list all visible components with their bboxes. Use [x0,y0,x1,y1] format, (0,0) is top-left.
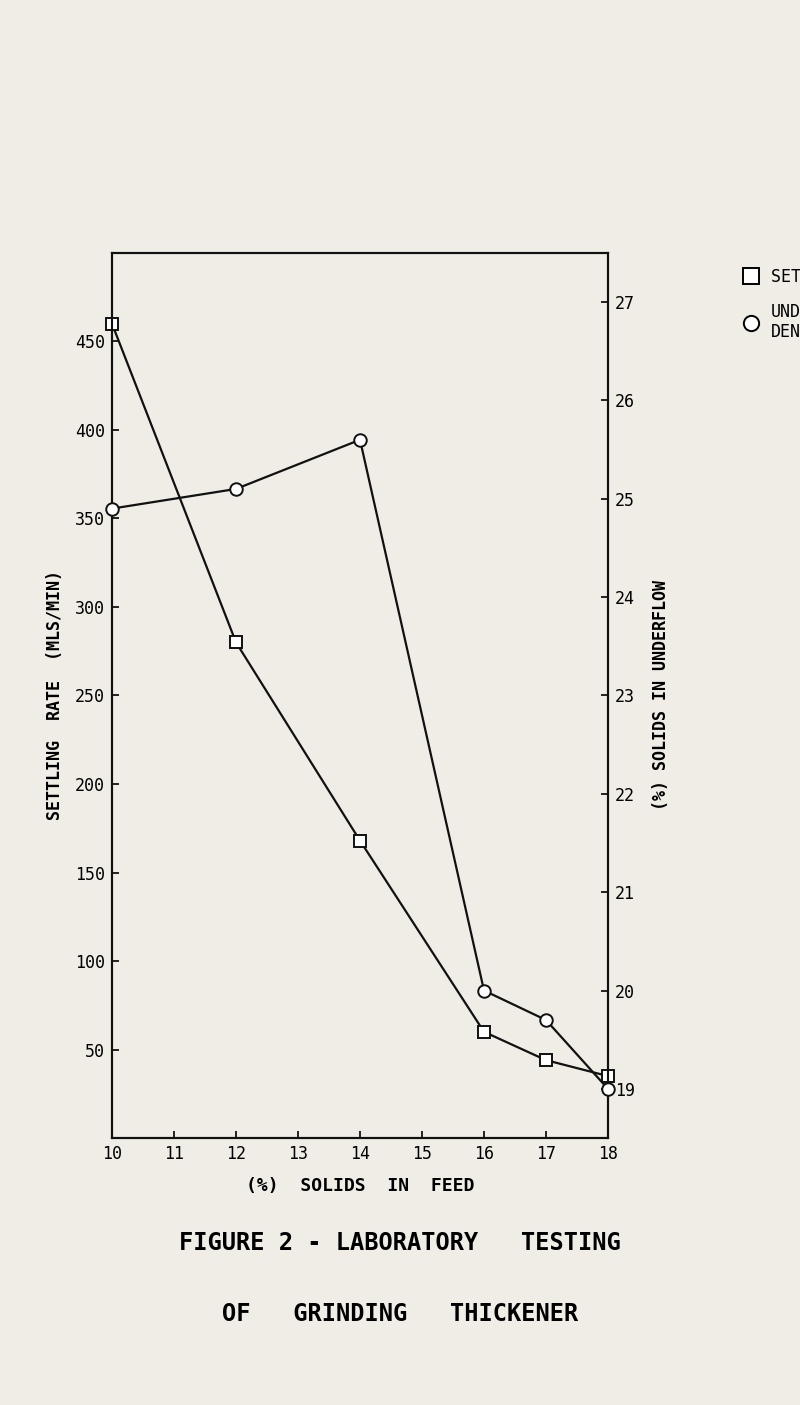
Text: OF   GRINDING   THICKENER: OF GRINDING THICKENER [222,1301,578,1326]
Y-axis label: SETTLING  RATE  (MLS/MIN): SETTLING RATE (MLS/MIN) [46,570,64,821]
Legend: SETTLING RATE, UNDERFLOW
DENSITY: SETTLING RATE, UNDERFLOW DENSITY [737,261,800,348]
Text: FIGURE 2 - LABORATORY   TESTING: FIGURE 2 - LABORATORY TESTING [179,1231,621,1256]
Y-axis label: (%) SOLIDS IN UNDERFLOW: (%) SOLIDS IN UNDERFLOW [652,580,670,811]
X-axis label: (%)  SOLIDS  IN  FEED: (%) SOLIDS IN FEED [246,1177,474,1194]
